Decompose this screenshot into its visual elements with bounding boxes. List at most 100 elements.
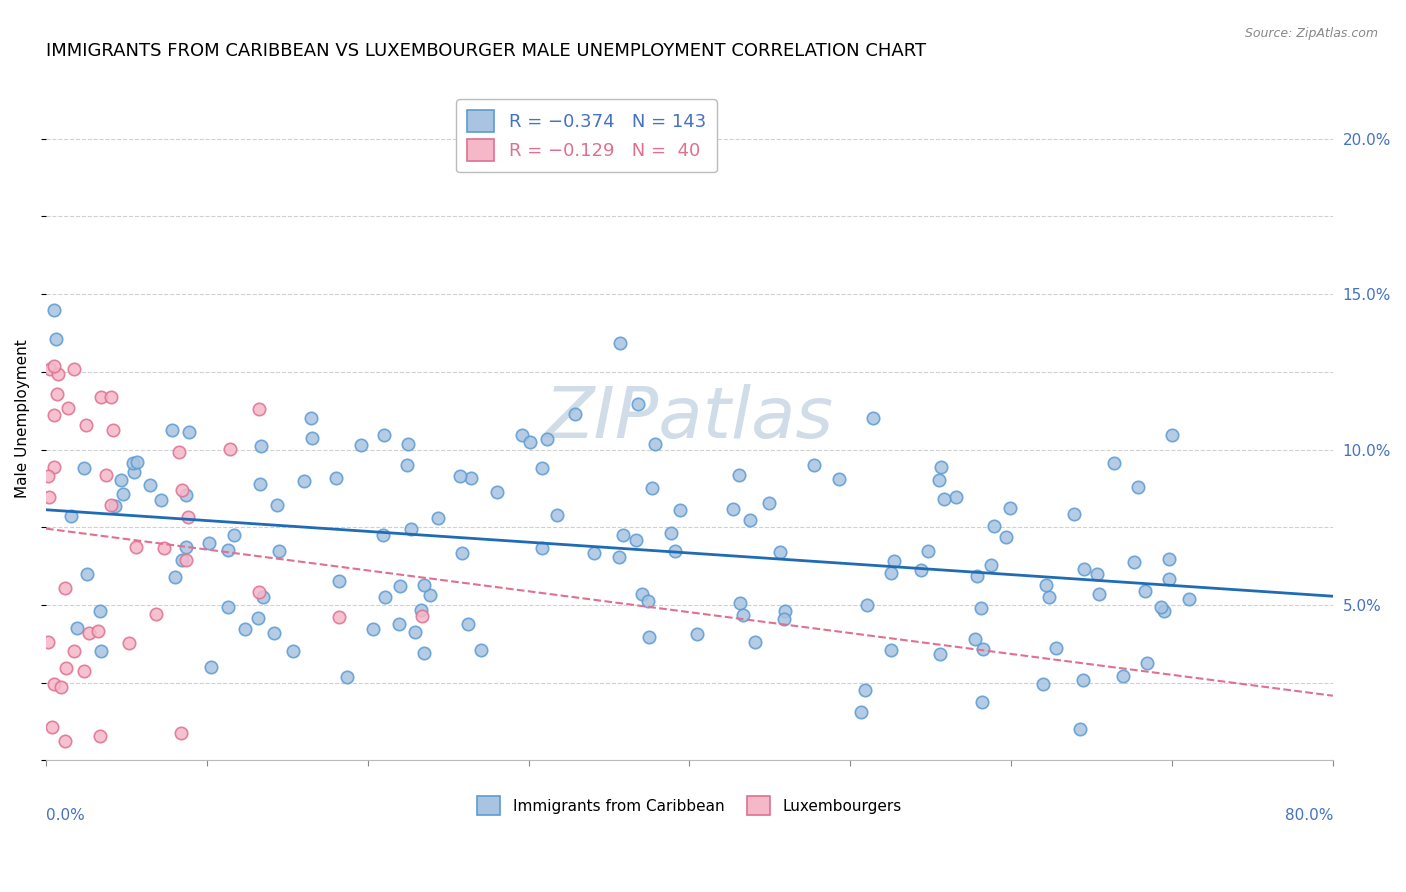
Point [100,498,122,512]
Point [427,511,450,525]
Point [451,546,474,560]
Point [612,527,634,541]
Point [336,670,359,684]
Point [45,333,67,347]
Point [37,635,59,649]
Point [531,460,554,475]
Point [104,499,127,513]
Point [624,533,647,548]
Point [470,642,492,657]
Point [928,647,950,661]
Point [73,461,96,475]
Point [125,455,148,469]
Point [42,359,65,373]
Point [404,625,426,640]
Point [1035,578,1057,592]
Point [170,726,193,740]
Point [1112,669,1135,683]
Point [929,460,952,475]
Point [519,434,541,449]
Point [90,644,112,658]
Point [247,402,270,417]
Point [530,541,553,556]
Point [411,603,433,617]
Point [966,569,988,583]
Point [980,558,1002,572]
Point [995,530,1018,544]
Point [965,632,987,646]
Point [880,642,903,657]
Point [77,625,100,640]
Point [219,442,242,457]
Point [862,410,884,425]
Point [972,695,994,709]
Point [644,437,666,451]
Point [75,418,97,433]
Point [758,495,780,509]
Point [970,601,993,615]
Point [266,498,288,512]
Point [1153,605,1175,619]
Point [883,554,905,568]
Point [449,469,471,483]
Point [460,471,482,485]
Point [917,544,939,558]
Point [101,423,124,437]
Point [37,468,59,483]
Point [1063,508,1085,522]
Point [198,536,221,550]
Point [149,493,172,508]
Point [373,428,395,442]
Point [122,465,145,479]
Point [294,474,316,488]
Point [89,729,111,743]
Point [233,622,256,636]
Point [1133,584,1156,599]
Point [53,734,76,748]
Point [60,509,83,524]
Point [246,610,269,624]
Point [62,362,84,376]
Point [176,553,198,567]
Point [983,518,1005,533]
Point [263,626,285,640]
Point [744,634,766,648]
Point [172,483,194,497]
Point [731,607,754,622]
Point [217,542,239,557]
Point [972,641,994,656]
Point [803,458,825,473]
Point [110,473,132,487]
Point [769,545,792,559]
Point [1123,555,1146,569]
Point [153,541,176,555]
Point [174,541,197,555]
Point [38,362,60,376]
Point [90,390,112,404]
Point [855,599,877,613]
Point [740,512,762,526]
Point [1085,567,1108,582]
Point [1069,723,1091,737]
Point [1160,428,1182,442]
Point [627,397,650,411]
Point [176,510,198,524]
Point [853,683,876,698]
Point [49,681,72,695]
Point [1032,676,1054,690]
Point [399,522,422,536]
Point [932,491,955,506]
Point [42,302,65,317]
Point [170,553,193,567]
Point [328,574,350,588]
Point [772,611,794,625]
Point [412,646,434,660]
Point [564,407,586,421]
Point [44,459,66,474]
Point [728,468,751,483]
Point [66,621,89,635]
Point [371,527,394,541]
Point [388,579,411,593]
Point [325,471,347,485]
Point [38,490,60,504]
